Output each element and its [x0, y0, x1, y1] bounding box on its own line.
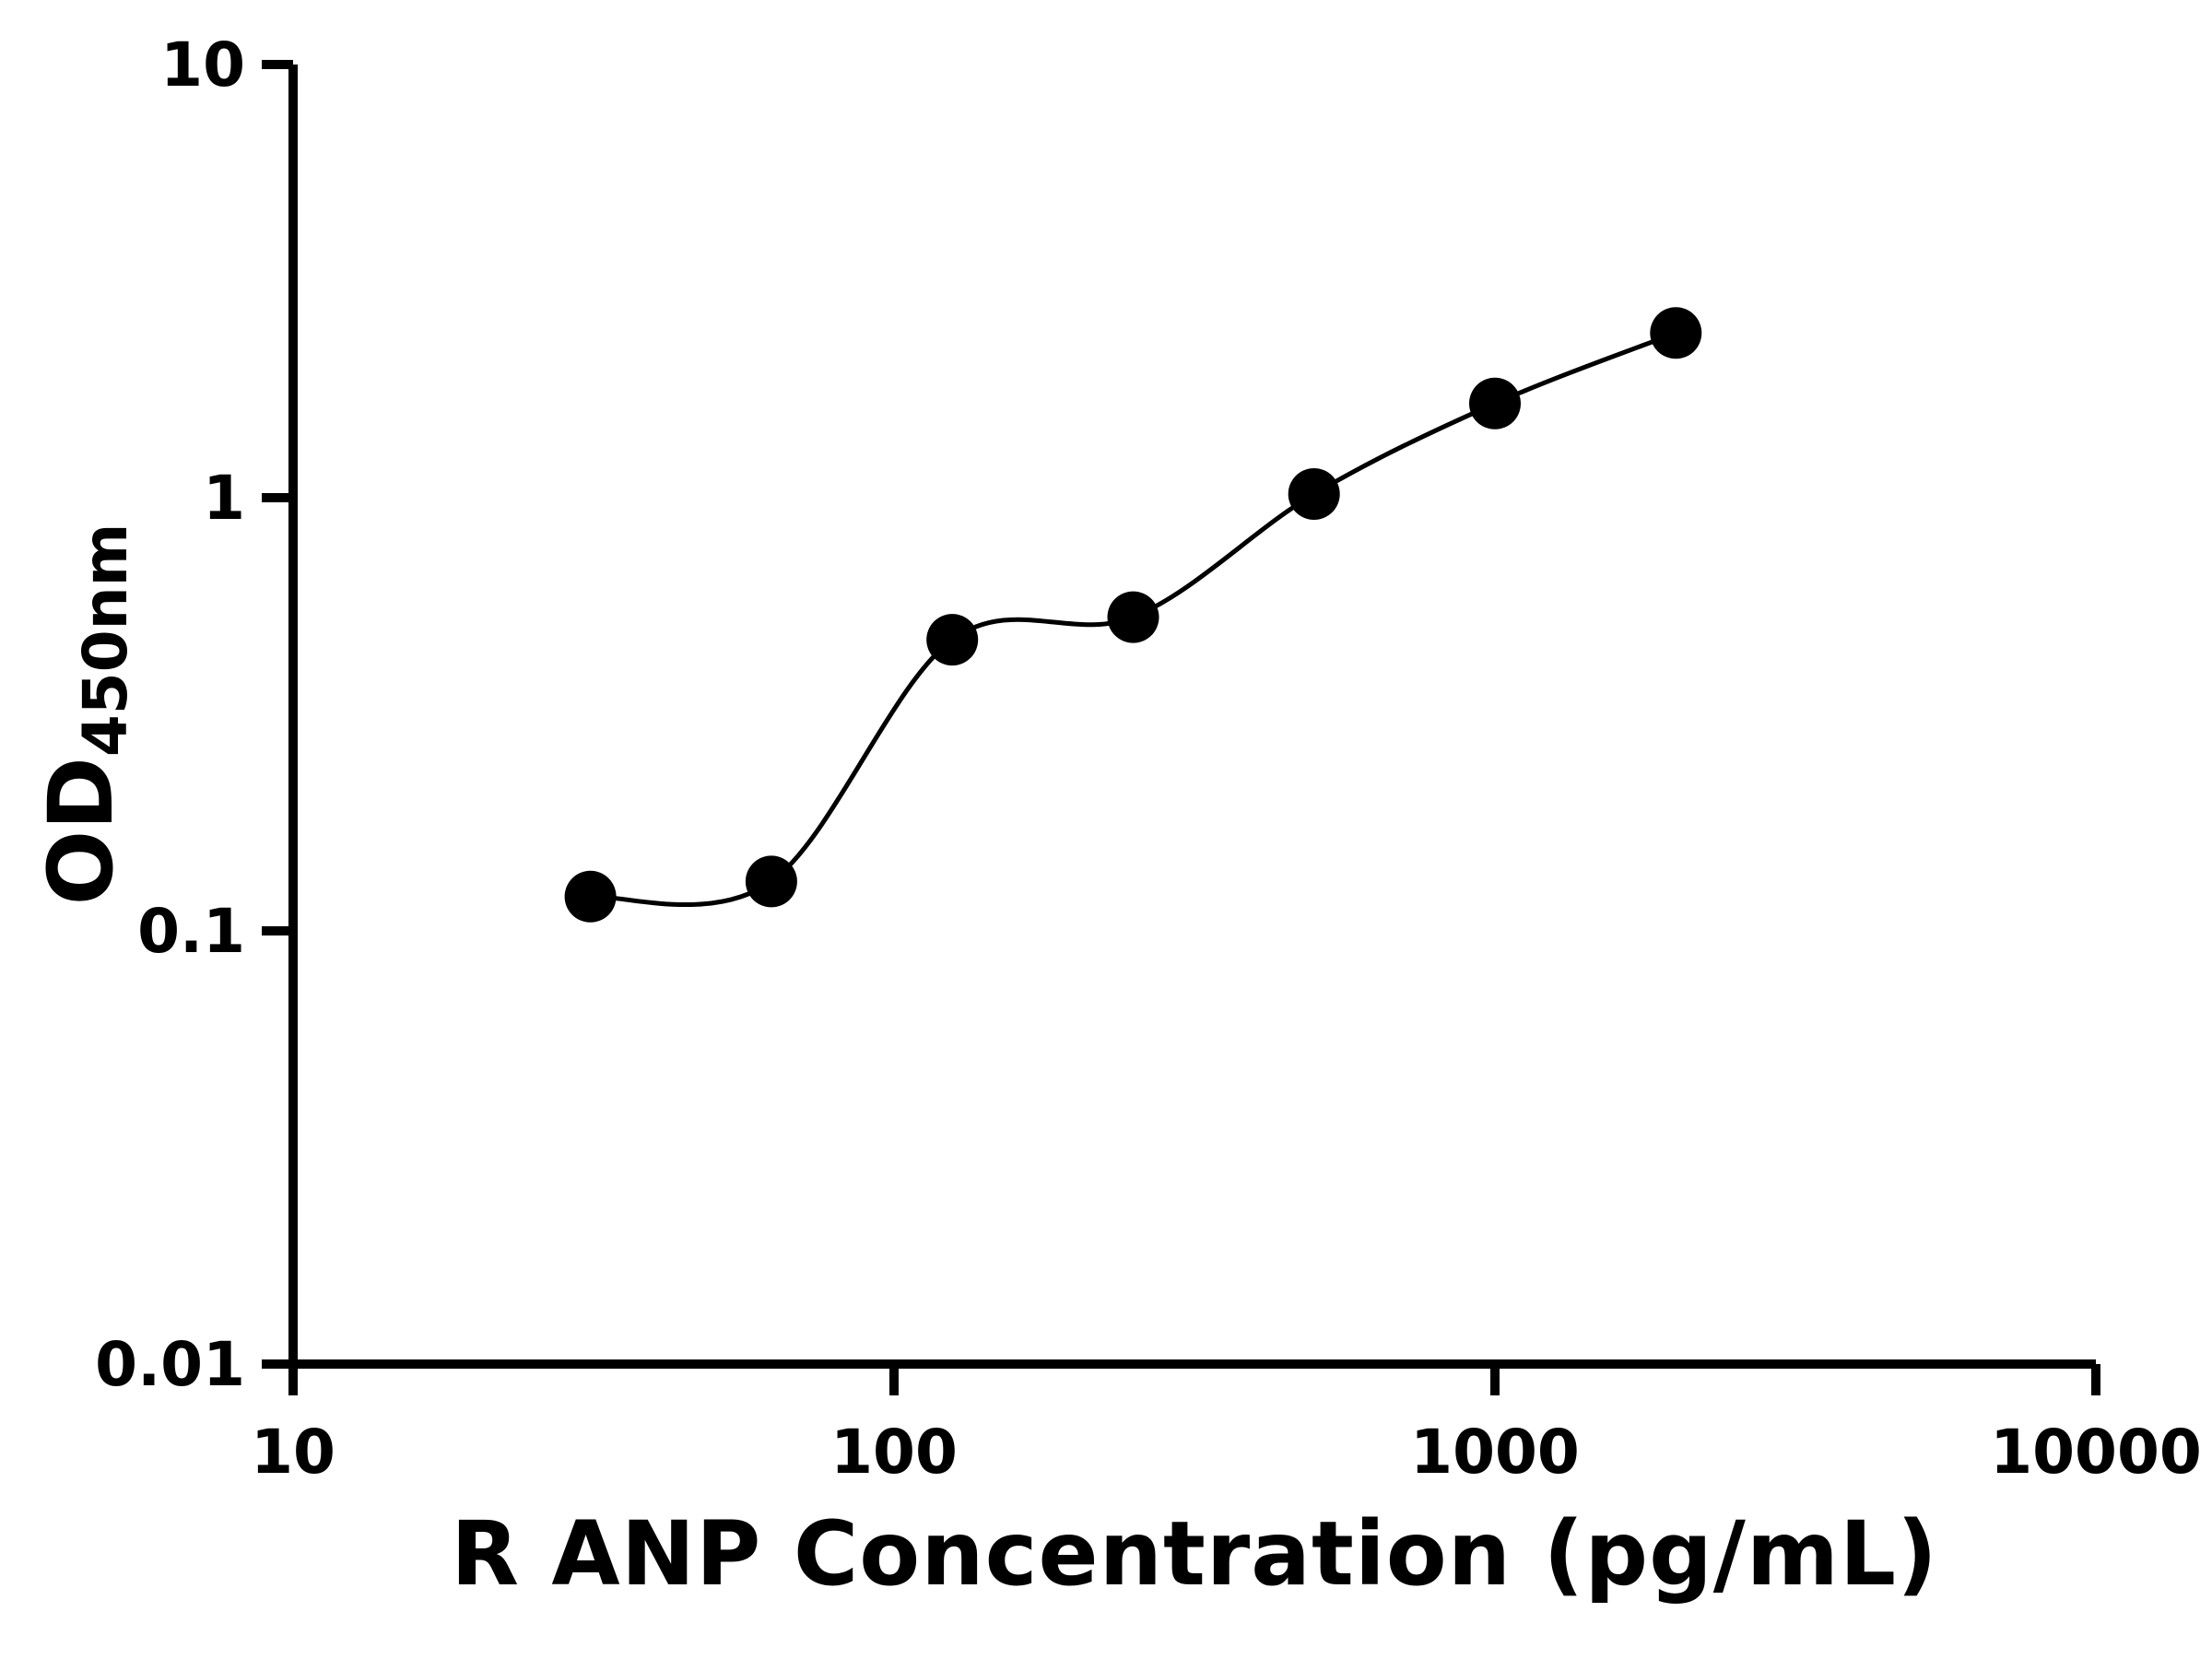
x-tick-label: 10: [251, 1417, 335, 1488]
data-point: [745, 855, 797, 908]
data-point: [1650, 307, 1702, 359]
data-point: [564, 870, 617, 923]
data-point: [1288, 468, 1340, 520]
x-tick-label: 1000: [1410, 1417, 1580, 1488]
x-axis-title: R ANP Concentration (pg/mL): [451, 1502, 1938, 1606]
y-axis-title-main: OD: [29, 757, 133, 906]
data-point: [926, 614, 979, 666]
y-tick-label: 0.01: [95, 1329, 245, 1400]
axis-lines: [288, 65, 2096, 1369]
y-tick-label: 1: [203, 463, 245, 534]
data-point: [1107, 591, 1159, 643]
data-point: [1469, 377, 1521, 429]
y-tick-label: 10: [160, 29, 245, 100]
y-axis-title: OD450nm: [29, 524, 141, 906]
x-tick-label: 10000: [1990, 1417, 2202, 1488]
x-tick-label: 100: [830, 1417, 958, 1488]
y-axis-title-subscript: 450nm: [70, 523, 141, 758]
y-tick-label: 0.1: [137, 896, 245, 967]
